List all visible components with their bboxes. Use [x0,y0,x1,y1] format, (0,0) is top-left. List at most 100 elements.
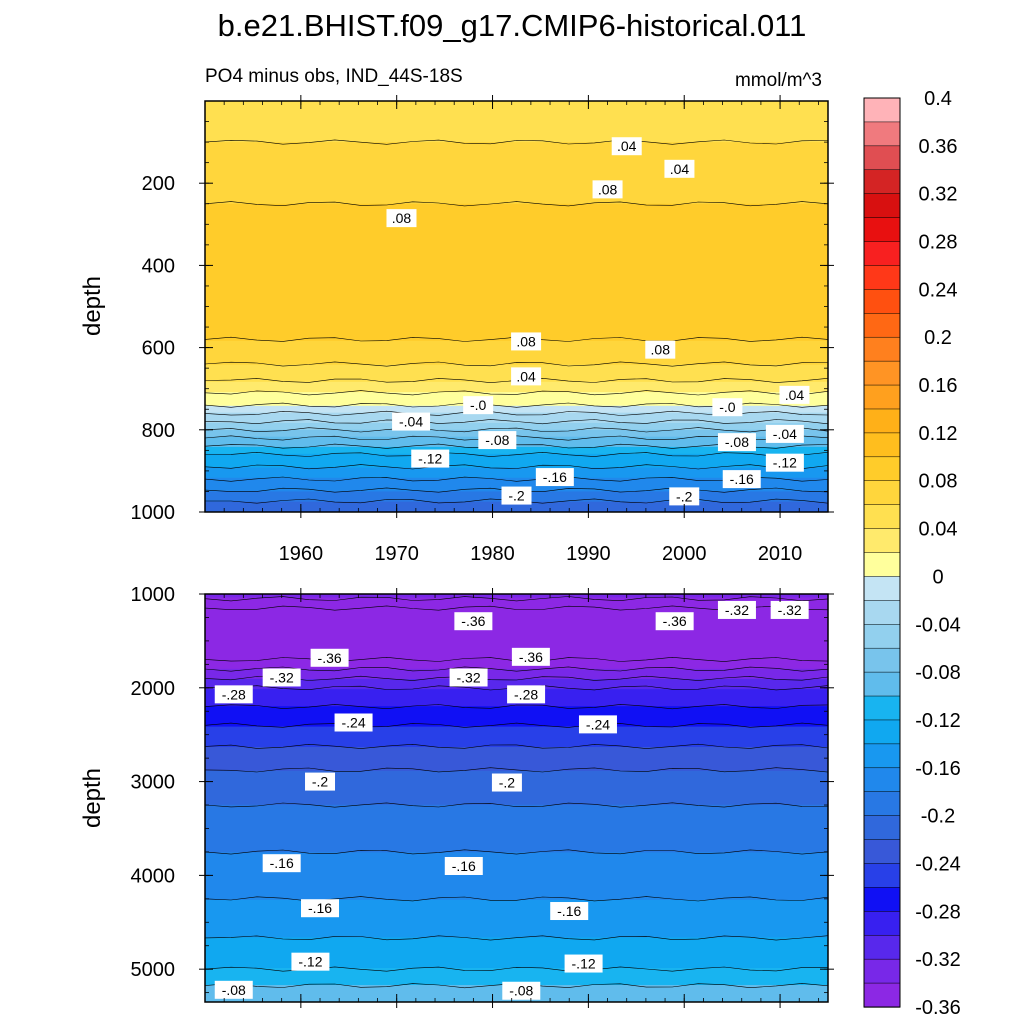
contour-label: -.16 [444,857,483,875]
contour-label-text: -.2 [312,774,329,790]
colorbar-swatch [863,815,901,841]
contour-label-box [463,396,494,415]
field-band [205,923,828,928]
colorbar-label: 0.32 [919,184,958,206]
contour-label-text: -.16 [730,471,754,487]
contour-label-box [717,433,756,452]
field-band [205,597,828,602]
field-band [205,505,828,510]
field-band [205,320,828,325]
field-band [205,457,828,462]
colorbar-label: 0.08 [919,471,958,493]
contour-label-box [392,412,431,431]
field-band [205,719,828,724]
field-band [205,446,828,451]
contour-label-text: -.04 [773,426,797,442]
contour-label: -.16 [550,902,589,921]
field-band [205,385,828,390]
y-tick-label: 2000 [131,678,176,700]
top-y-axis-label: depth [79,276,106,336]
contour-line [205,935,828,941]
contour-label: -.32 [770,600,809,619]
contour-label-text: -.08 [509,983,533,999]
field-band [205,835,828,840]
contour-label: -.2 [305,772,336,791]
colorbar-swatch [863,911,901,936]
colorbar-swatch [863,576,901,601]
colorbar-label: -0.16 [915,758,961,780]
contour-label-text: -.32 [778,602,802,618]
field-band [205,604,828,609]
field-band [205,131,828,136]
colorbar-swatch [863,169,901,195]
colorbar-label: -0.2 [921,806,955,828]
contour-line [205,427,828,433]
x-tick-label: 1990 [566,543,611,565]
field-band [205,913,828,918]
field-band [205,893,828,898]
field-band [205,968,828,972]
y-tick-label: 3000 [131,772,176,794]
colorbar-swatch [863,934,901,960]
colorbar-swatch [863,432,901,458]
y-tick-label: 800 [142,420,175,442]
contour-label: -.0 [712,398,743,417]
y-tick-label: 5000 [131,959,176,981]
field-band [205,220,828,225]
top-panel-left-label: PO4 minus obs, IND_44S-18S [205,66,463,87]
contour-label-text: -.24 [341,714,365,730]
field-band [205,429,828,434]
bottom-plot-frame [204,593,829,1003]
field-band [205,869,828,874]
colorbar-swatch [863,600,901,625]
field-band [205,265,828,270]
field-band [205,614,828,619]
contour-label-text: -.08 [485,432,509,448]
contour-label-box [478,431,517,450]
contour-label-box [301,899,340,918]
contour-label-text: -.36 [461,613,485,629]
colorbar-swatch [863,241,901,267]
field-band [205,842,828,847]
contour-label-box [611,137,642,156]
contour-label-box [779,385,810,404]
field-band [205,828,828,833]
field-band [205,764,828,768]
field-band [205,736,828,741]
y-tick-label: 1000 [131,584,176,606]
contour-label-text: .08 [598,181,618,197]
field-band [205,668,828,673]
field-band [205,628,828,632]
field-band [205,436,828,441]
field-band [205,450,828,455]
contour-label-text: -.36 [318,650,342,666]
field-band [205,159,828,164]
field-band [205,481,828,486]
colorbar-swatch [863,958,901,984]
field-band [205,978,828,983]
colorbar-swatch [863,671,901,697]
contour-label: -.08 [478,431,517,450]
contour-label-text: -.2 [508,488,525,504]
field-band [205,210,828,215]
contour-label: -.16 [722,470,761,489]
contour-label-box [502,981,541,1000]
field-band [205,244,828,249]
contour-label: .04 [511,367,542,386]
x-tick-label: 2010 [758,543,803,565]
field-band [205,470,828,475]
field-band [205,327,828,332]
colorbar-swatch [863,408,901,434]
field-band [205,251,828,256]
field-band [205,214,828,219]
field-band [205,395,828,400]
colorbar-label: 0.4 [924,88,952,110]
field-band [205,231,828,236]
colorbar-label: 0.04 [919,519,958,541]
field-band [205,477,828,482]
colorbar-swatch [863,982,901,1008]
contour-label: .04 [664,159,695,178]
bottom-axes: 1000 2000 3000 4000 5000 [131,584,834,1008]
field-band [205,791,828,796]
contour-label: -.04 [392,412,431,431]
